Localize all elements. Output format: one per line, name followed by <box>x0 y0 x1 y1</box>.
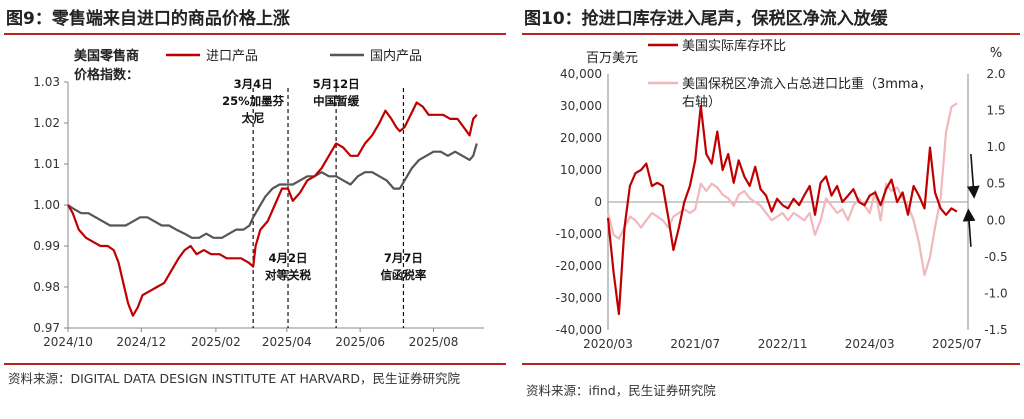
right-legend-label-inventory: 美国实际库存环比 <box>682 38 786 54</box>
left-y-tick-label: 1.00 <box>33 198 60 212</box>
left-y-tick-label: 0.97 <box>33 321 60 335</box>
left-chart-source: 资料来源：DIGITAL DATA DESIGN INSTITUTE AT HA… <box>8 371 461 386</box>
left-legend-header-2: 价格指数： <box>74 67 139 83</box>
right-source-rule <box>522 363 1020 365</box>
left-source-rule <box>4 363 506 365</box>
right-series-line-inventory <box>606 104 958 316</box>
right-left-y-tick-label: -10,000 <box>556 227 602 241</box>
right-left-y-tick-label: -30,000 <box>556 291 602 305</box>
left-series-line-domestic <box>67 143 478 239</box>
left-annotation-text: 信函税率 <box>380 268 426 282</box>
right-right-y-tick-label: 0.0 <box>986 213 1005 227</box>
right-x-tick-label: 2025/07 <box>932 337 982 351</box>
left-legend-label-domestic: 国内产品 <box>370 48 422 64</box>
left-y-tick-label: 0.98 <box>33 280 60 294</box>
left-x-tick-label: 2025/08 <box>409 335 459 349</box>
right-right-y-tick-label: 0.5 <box>986 177 1005 191</box>
right-chart-source: 资料来源：ifind，民生证券研究院 <box>526 383 716 398</box>
right-chart-panel: 图10：抢进口库存进入尾声，保税区净流入放缓 40,000 30,000 20,00… <box>518 0 1024 419</box>
right-annotation-arrow <box>962 208 976 247</box>
right-right-y-tick-label: -1.0 <box>984 286 1007 300</box>
right-right-unit: % <box>990 46 1002 61</box>
right-right-y-tick-label: 1.5 <box>986 104 1005 118</box>
left-annotation-text: 对等关税 <box>265 268 311 282</box>
right-left-y-tick-label: 20,000 <box>560 131 602 145</box>
right-x-tick-label: 2022/11 <box>758 337 808 351</box>
left-x-tick-label: 2024/10 <box>43 335 93 349</box>
right-legend-label-bonded-line1: 美国保税区净流入占总进口比重（3mma， <box>682 76 932 92</box>
right-chart-title: 图10：抢进口库存进入尾声，保税区净流入放缓 <box>524 9 888 29</box>
right-annotation-arrow <box>966 153 980 199</box>
right-x-tick-label: 2024/03 <box>845 337 895 351</box>
left-legend-header-1: 美国零售商 <box>74 48 139 64</box>
right-right-y-tick-label: -0.5 <box>984 250 1007 264</box>
right-left-y-tick-label: 10,000 <box>560 163 602 177</box>
right-title-rule <box>522 33 1020 35</box>
left-annotation-text: 4月2日 <box>269 251 308 265</box>
left-annotation-text: 7月7日 <box>384 251 423 265</box>
left-series-line-imported <box>67 101 478 317</box>
left-annotation-text: 3月4日 <box>234 77 273 91</box>
left-x-tick-label: 2025/04 <box>262 335 312 349</box>
right-legend-label-bonded-line2: 右轴） <box>682 95 721 110</box>
left-title-rule <box>4 33 506 35</box>
left-y-tick-label: 1.02 <box>33 116 60 130</box>
left-x-tick-label: 2024/12 <box>116 335 166 349</box>
right-x-tick-label: 2020/03 <box>583 337 633 351</box>
left-chart-title: 图9：零售端来自进口的商品价格上涨 <box>6 9 290 29</box>
left-y-tick-label: 1.01 <box>33 157 60 171</box>
right-right-y-tick-label: -1.5 <box>984 323 1007 337</box>
right-right-y-tick-label: 1.0 <box>986 140 1005 154</box>
right-chart-svg: 40,000 30,000 20,000 10,000 0 -10,000 -20,000 -… <box>556 38 1008 351</box>
right-left-unit: 百万美元 <box>586 51 638 66</box>
left-y-tick-label: 1.03 <box>33 75 60 89</box>
right-left-y-tick-label: -40,000 <box>556 323 602 337</box>
right-left-y-tick-label: -20,000 <box>556 259 602 273</box>
right-left-y-tick-label: 40,000 <box>560 67 602 81</box>
left-x-tick-label: 2025/02 <box>191 335 241 349</box>
left-legend-label-imported: 进口产品 <box>206 49 258 64</box>
left-annotation-text: 中国暂缓 <box>313 94 359 108</box>
left-chart-panel: 图9：零售端来自进口的商品价格上涨 1.03 1.02 1.01 1.00 0.99 0.… <box>0 0 510 419</box>
right-x-tick-label: 2021/07 <box>670 337 720 351</box>
left-annotation-text: 5月12日 <box>313 77 360 91</box>
right-left-y-tick-label: 0 <box>594 195 602 209</box>
right-right-y-tick-label: 2.0 <box>986 67 1005 81</box>
right-left-y-tick-label: 30,000 <box>560 99 602 113</box>
left-annotation-text: 25%加墨芬 <box>222 94 285 108</box>
left-y-tick-label: 0.99 <box>33 239 60 253</box>
right-series-line-bonded <box>606 102 958 277</box>
left-annotation-text: 太尼 <box>241 111 265 125</box>
left-x-tick-label: 2025/06 <box>335 335 385 349</box>
